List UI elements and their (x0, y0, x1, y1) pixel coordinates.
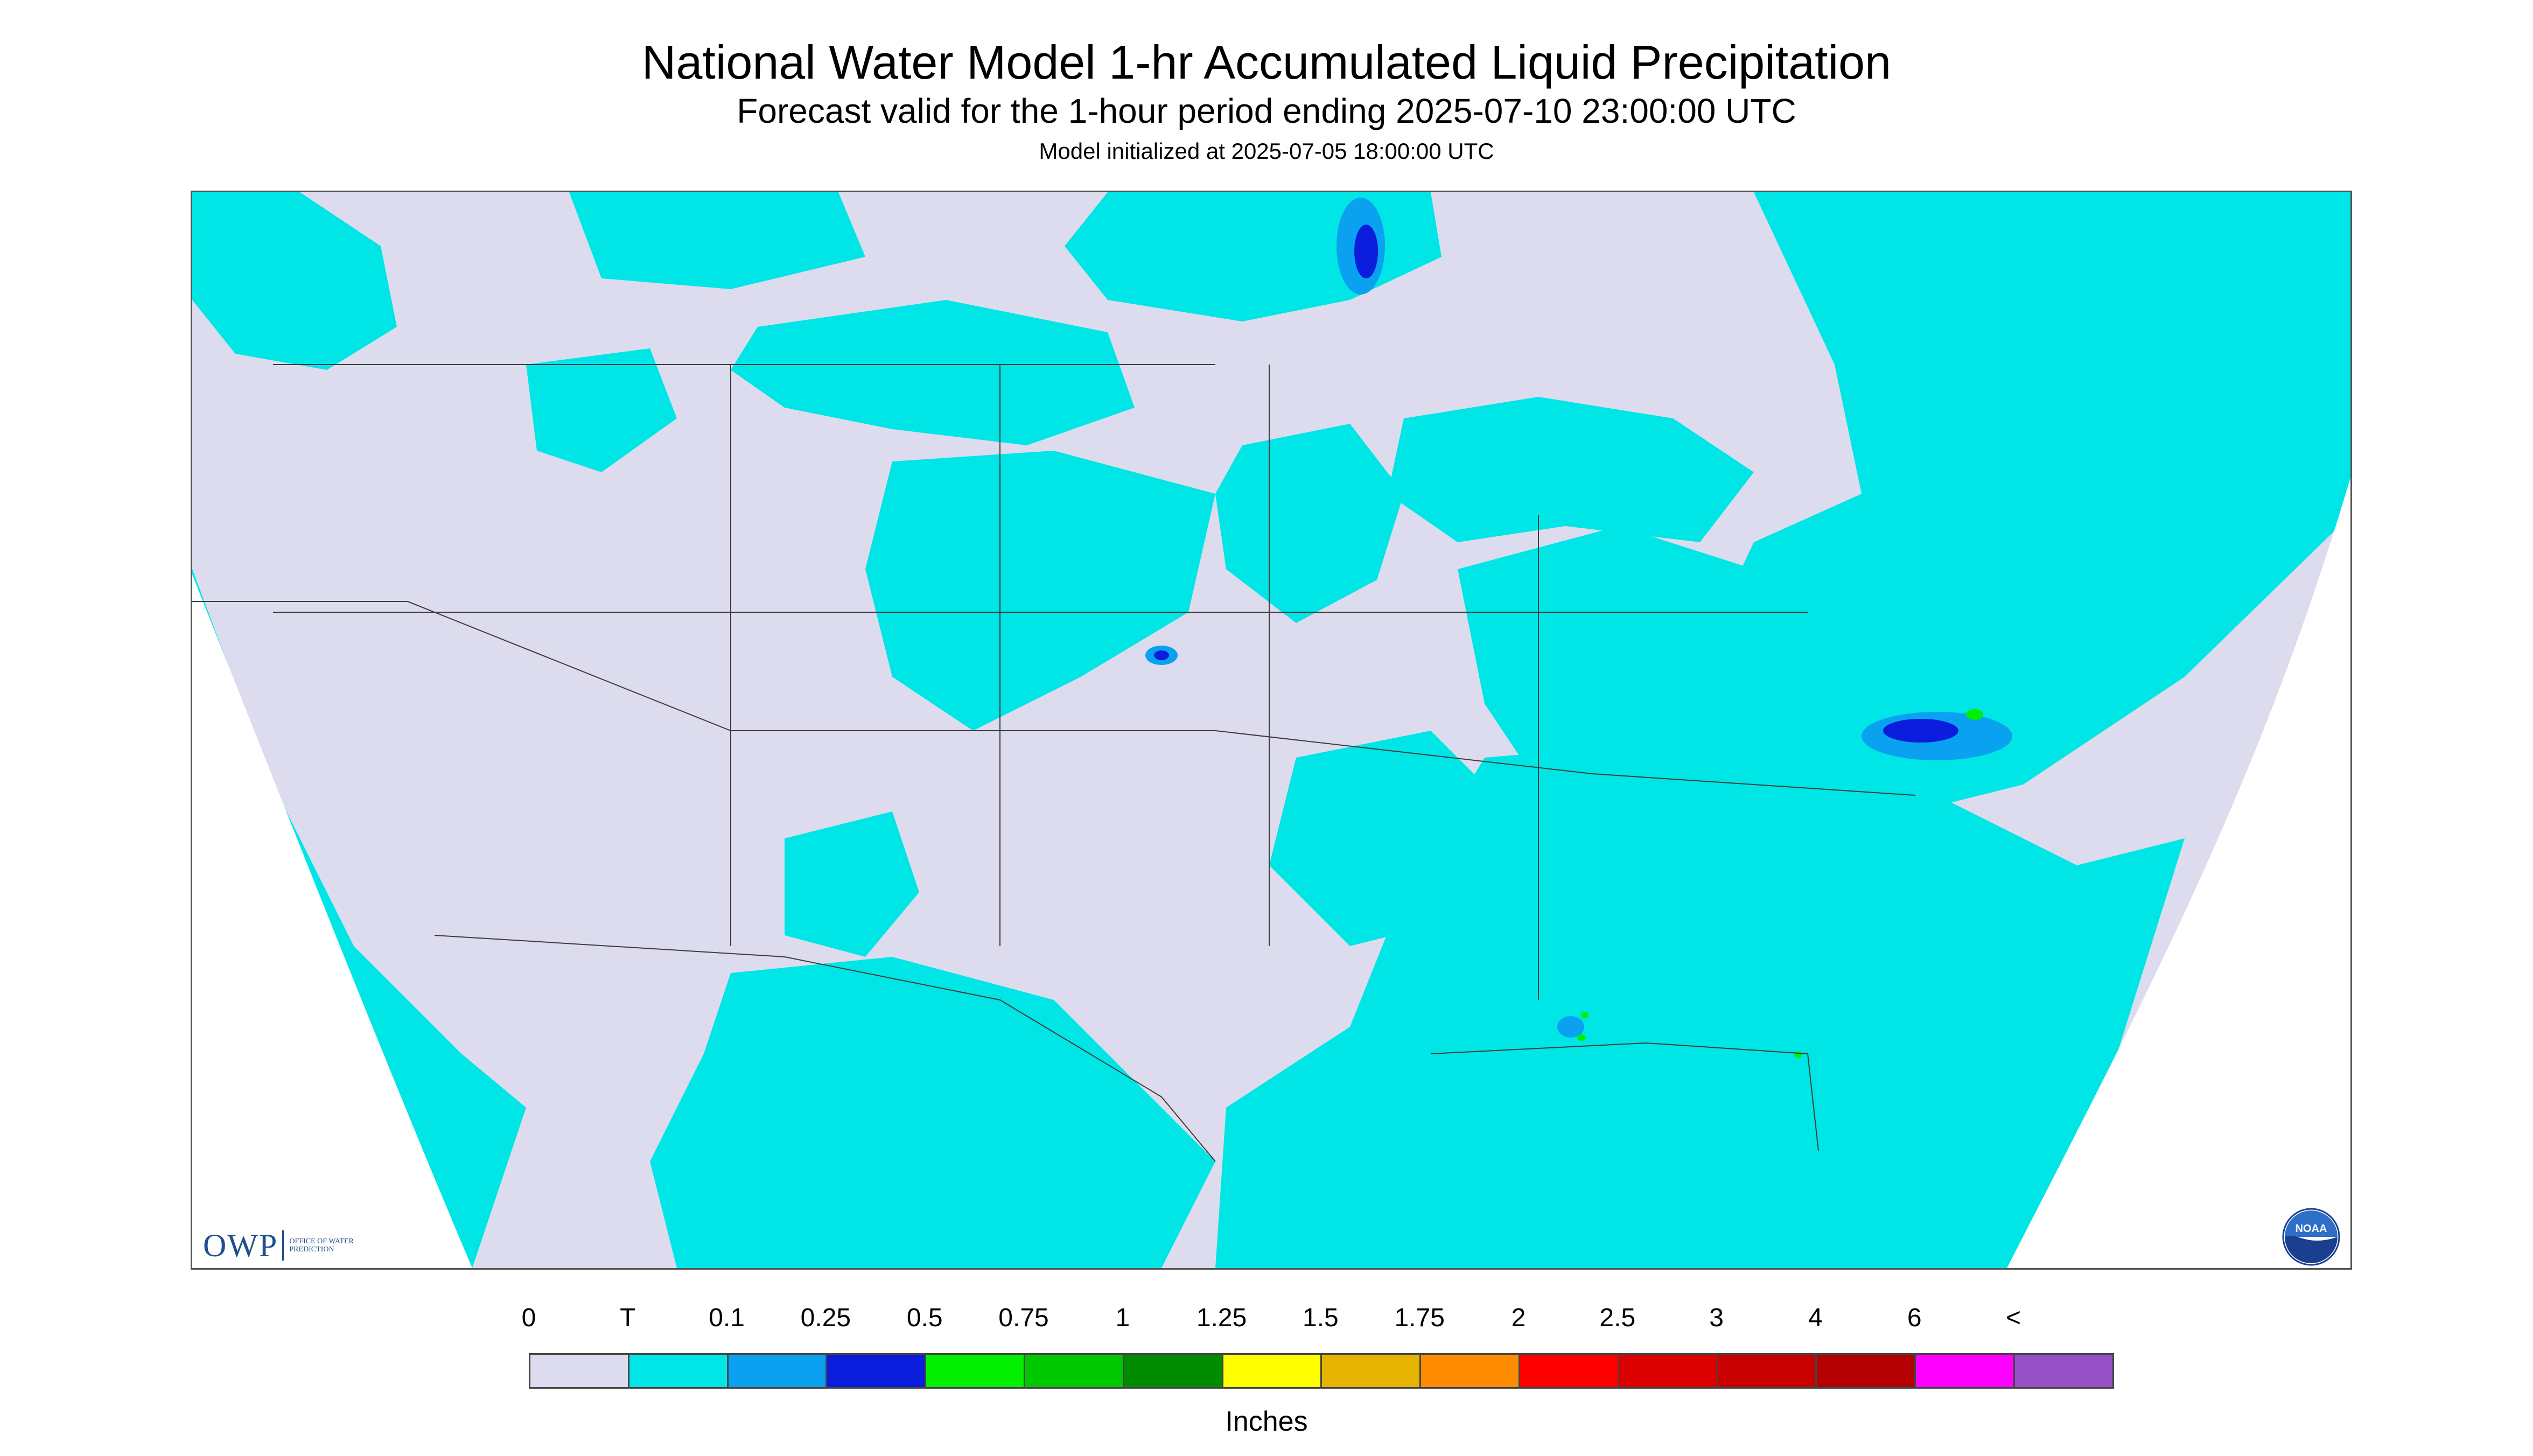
model-init-label: Model initialized at 2025-07-05 18:00:00… (1039, 138, 1494, 164)
legend-color-box-15 (2013, 1353, 2114, 1389)
precip-area-pacific-northwest (192, 192, 397, 370)
legend-label-10: 2 (1511, 1304, 1526, 1332)
precip-area-gulf-coast (1269, 731, 1512, 946)
legend-label-14: 6 (1907, 1304, 1922, 1332)
legend-label-13: 4 (1808, 1304, 1823, 1332)
precip-area-southwest (785, 811, 919, 957)
legend-label-5: 0.75 (998, 1304, 1049, 1332)
legend-color-box-9 (1419, 1353, 1520, 1389)
precip-cell-gulf-1 (1577, 1034, 1586, 1041)
legend-color-box-2 (726, 1353, 828, 1389)
legend-color-box-5 (1024, 1353, 1124, 1389)
legend-label-1: T (620, 1304, 636, 1332)
legend-label-0: 0 (521, 1304, 536, 1332)
noaa-logo: NOAA (2282, 1208, 2340, 1266)
precipitation-map: OWP OFFICE OF WATER PREDICTION NOAA (191, 191, 2352, 1270)
forecast-valid-subtitle: Forecast valid for the 1-hour period end… (737, 92, 1796, 130)
map-title: National Water Model 1-hr Accumulated Li… (641, 36, 1892, 89)
legend-color-box-11 (1617, 1353, 1718, 1389)
legend-label-9: 1.75 (1394, 1304, 1445, 1332)
legend-label-11: 2.5 (1599, 1304, 1636, 1332)
precip-area-mexico (650, 957, 1215, 1268)
precip-area-pacific-west (192, 569, 526, 1268)
precip-area-northern-canada (569, 192, 865, 289)
legend-color-box-0 (529, 1353, 629, 1389)
owp-logo (192, 192, 198, 198)
precip-cell-mid-atlantic (1966, 709, 1983, 720)
legend-label-8: 1.5 (1303, 1304, 1339, 1332)
legend-color-box-6 (1122, 1353, 1223, 1389)
precip-core-kansas (1154, 650, 1169, 660)
legend-color-box-4 (925, 1353, 1025, 1389)
legend-color-box-7 (1221, 1353, 1323, 1389)
legend-color-box-13 (1815, 1353, 1916, 1389)
legend-label-6: 1 (1115, 1304, 1130, 1332)
legend-label-12: 3 (1709, 1304, 1724, 1332)
legend-color-box-3 (825, 1353, 927, 1389)
legend-label-4: 0.5 (906, 1304, 943, 1332)
legend-color-box-14 (1914, 1353, 2015, 1389)
legend-label-3: 0.25 (800, 1304, 851, 1332)
map-canvas (192, 192, 2350, 1268)
owp-logo-block: OWP OFFICE OF WATER PREDICTION (203, 1229, 365, 1262)
precip-area-central-plains (865, 451, 1215, 731)
precip-area-great-lakes (1388, 397, 1754, 542)
precip-area-northern-plains (731, 300, 1135, 445)
legend-color-box-1 (627, 1353, 729, 1389)
precip-area-north-idaho (526, 348, 677, 472)
owp-logo-letters: OWP (203, 1228, 278, 1263)
state-boundaries (192, 364, 1916, 1162)
legend-color-box-8 (1320, 1353, 1422, 1389)
precip-area-upper-midwest (1215, 424, 1404, 623)
legend-color-box-12 (1716, 1353, 1817, 1389)
precip-core-canada-north (1354, 225, 1378, 278)
precip-core-gulf (1557, 1016, 1584, 1038)
legend-units-label: Inches (1225, 1406, 1308, 1437)
legend-color-box-10 (1519, 1353, 1619, 1389)
owp-logo-divider (282, 1230, 284, 1261)
precipitation-layer (192, 192, 2350, 1268)
legend-label-15: < (2005, 1304, 2021, 1332)
precip-cell-gulf-2 (1581, 1012, 1589, 1018)
legend-label-2: 0.1 (709, 1304, 745, 1332)
noaa-logo-text: NOAA (2296, 1223, 2327, 1235)
legend-label-7: 1.25 (1196, 1304, 1247, 1332)
owp-logo-text: OFFICE OF WATER PREDICTION (289, 1237, 354, 1254)
precip-core-mid-atlantic (1883, 719, 1958, 743)
precip-area-ohio-valley (1458, 526, 1969, 795)
